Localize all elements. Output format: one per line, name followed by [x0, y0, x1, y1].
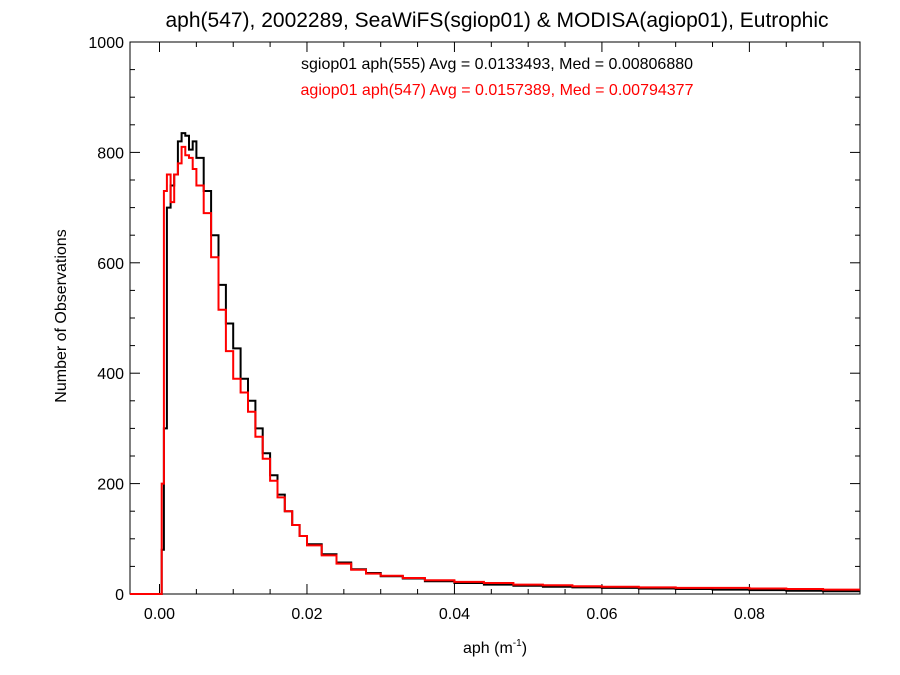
legend-entry-red: agiop01 aph(547) Avg = 0.0157389, Med = …: [301, 82, 694, 99]
y-tick-label: 0: [115, 587, 124, 604]
plot-frame: [129, 41, 861, 595]
series-red-line: [130, 145, 860, 595]
y-tick-label: 600: [97, 256, 124, 273]
y-tick-label: 400: [97, 366, 124, 383]
y-tick-label: 1000: [88, 35, 124, 52]
chart-title: aph(547), 2002289, SeaWiFS(sgiop01) & MO…: [165, 9, 828, 32]
x-tick-label: 0.02: [291, 606, 322, 623]
legend-entry-black: sgiop01 aph(555) Avg = 0.0133493, Med = …: [301, 56, 693, 73]
x-tick-label: 0.00: [144, 606, 175, 623]
y-axis-label: Number of Observations: [53, 229, 70, 402]
x-tick-label: 0.04: [439, 606, 470, 623]
series-black-line: [130, 132, 860, 595]
x-axis-label-close: ): [522, 640, 527, 657]
x-axis-label: aph (m-1): [463, 638, 527, 657]
x-tick-label: 0.06: [586, 606, 617, 623]
y-tick-label: 800: [97, 145, 124, 162]
x-tick-label: 0.08: [734, 606, 765, 623]
y-tick-label: 200: [97, 477, 124, 494]
x-axis-label-text: aph (m: [463, 640, 513, 657]
series-layer: [130, 132, 860, 595]
axis-ticks: 0.00 0.02 0.04 0.06 0.08 0 200 400 600 800 1000: [88, 35, 861, 623]
x-axis-label-superscript: -1: [513, 638, 522, 649]
